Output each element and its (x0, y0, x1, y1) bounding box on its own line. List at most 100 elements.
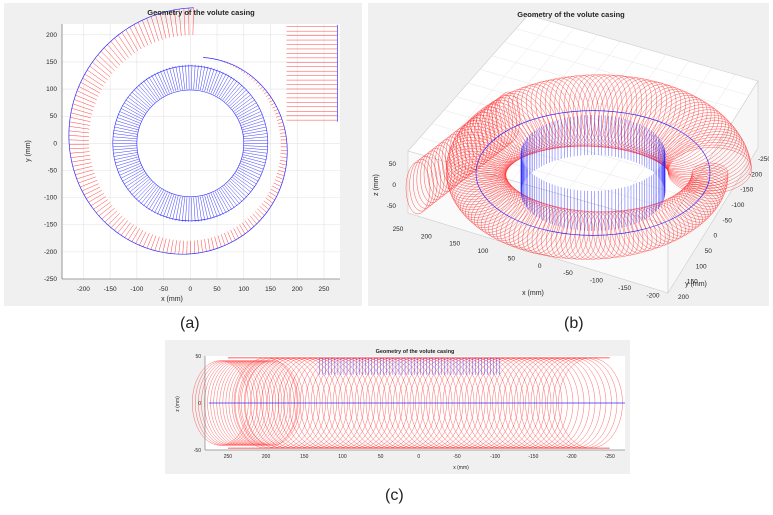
outlet-ring-9 (438, 136, 463, 190)
chart-b: 250 200 150 100 50 0 -50 -100 -150 -200 -250 -200 -1… (373, 10, 769, 301)
outer-radial-123 (70, 151, 90, 154)
outlet-ring-5 (423, 147, 449, 201)
outlet-ring-12 (448, 128, 474, 181)
inner-radial-106 (169, 195, 177, 220)
outer-radial-35 (279, 129, 285, 131)
outer-radial-167 (183, 8, 186, 36)
outer-radial-128 (68, 130, 90, 134)
inner-radial-66 (118, 114, 141, 124)
volute-section-146 (656, 112, 729, 169)
y-tick-label-2: 100 (46, 86, 57, 93)
inner-radial-74 (112, 139, 137, 142)
outer-radial-136 (75, 94, 96, 104)
inner-radial-28 (210, 70, 221, 94)
inner-radial-44 (169, 67, 177, 92)
y-tick-label-8: -200 (44, 249, 57, 256)
outlet-ring-15 (459, 119, 485, 173)
inner-radial-19 (227, 86, 245, 105)
outer-radial-152 (117, 34, 132, 56)
inner-radial-125 (216, 190, 230, 212)
chart-c-title: Geometry of the volute casing (376, 349, 455, 355)
outlet-ring-0 (405, 161, 431, 215)
outer-radial-17 (251, 77, 254, 80)
volute-section-128 (606, 77, 652, 150)
floor-grid-a-7 (491, 55, 732, 125)
outlet-ring-25 (495, 91, 521, 145)
inner-radial-64 (120, 108, 143, 120)
outer-radial-155 (129, 26, 142, 50)
inner-radial-49 (154, 73, 166, 96)
c-x-tick-6: -50 (453, 454, 460, 460)
b-y-tick-4: -50 (722, 217, 732, 224)
b-x-tick-0: 250 (393, 226, 404, 233)
outer-radial-151 (114, 37, 129, 58)
volute-section-96 (469, 112, 527, 161)
outer-radial-36 (279, 132, 286, 134)
inner-radial-38 (188, 64, 190, 90)
x-tick-label-5: 50 (213, 286, 221, 293)
outlet-ring-17 (466, 114, 492, 167)
outer-radial-106 (101, 207, 115, 220)
outer-radial-90 (158, 237, 164, 252)
inner-radial-79 (113, 152, 138, 157)
inner-radial-98 (145, 187, 160, 209)
inner-radial-104 (163, 194, 172, 218)
outer-radial-74 (217, 235, 222, 247)
marks-a (68, 7, 338, 255)
inner-radial-5 (242, 126, 267, 133)
inner-radial-17 (230, 91, 250, 109)
outer-radial-69 (233, 228, 239, 239)
volute-section-107 (512, 87, 560, 150)
inner-radial-35 (195, 65, 199, 90)
outer-radial-113 (83, 186, 101, 196)
inner-radial-24 (218, 76, 233, 98)
inner-radial-93 (133, 180, 152, 198)
inner-radial-130 (225, 183, 243, 202)
inner-radial-61 (125, 99, 146, 114)
outer-radial-60 (257, 208, 265, 216)
b-z-tick-2: -50 (387, 203, 397, 210)
inner-radial-105 (166, 194, 175, 219)
inner-radial-72 (113, 133, 138, 137)
volute-section-142 (648, 101, 716, 164)
volute-section-147 (658, 114, 732, 171)
outer-radial-78 (204, 239, 207, 252)
inner-radial-39 (185, 64, 188, 90)
floor-grid-a-9 (515, 28, 750, 96)
outer-radial-28 (272, 106, 277, 109)
inner-radial-132 (229, 180, 247, 198)
volute-section-106 (507, 89, 556, 151)
volute-section-8 (685, 180, 723, 205)
outer-radial-118 (75, 169, 94, 176)
outer-radial-159 (146, 18, 156, 43)
outer-radial-140 (82, 77, 102, 90)
inner-radial-120 (206, 194, 215, 219)
inner-radial-92 (131, 178, 150, 195)
inner-radial-62 (123, 102, 145, 116)
inner-radial-51 (148, 76, 162, 98)
inner-outline-outer (112, 65, 269, 222)
x-tick-label-0: -200 (77, 286, 90, 293)
inner-radial-46 (163, 69, 172, 93)
outer-radial-114 (81, 183, 99, 192)
volute-section-25 (642, 205, 674, 245)
outer-radial-158 (142, 20, 152, 44)
outer-radial-129 (69, 126, 90, 130)
inner-radial-53 (143, 80, 159, 101)
inner-radial-90 (127, 175, 148, 190)
volute-section-111 (530, 81, 575, 148)
inner-radial-89 (125, 173, 146, 188)
inner-radial-84 (118, 163, 141, 173)
outer-radial-95 (139, 231, 147, 246)
inner-radial-30 (206, 68, 215, 92)
inner-radial-50 (151, 75, 164, 97)
outer-radial-164 (169, 10, 174, 37)
outlet-ring-11 (445, 130, 470, 184)
inner-radial-82 (116, 158, 140, 167)
c-x-tick-2: 150 (300, 454, 309, 460)
c-x-tick-0: 250 (224, 454, 233, 460)
outer-radial-72 (224, 232, 229, 244)
x-tick-label-4: 0 (188, 286, 192, 293)
b-y-tick-1: -200 (749, 171, 762, 178)
outer-radial-154 (125, 29, 139, 52)
